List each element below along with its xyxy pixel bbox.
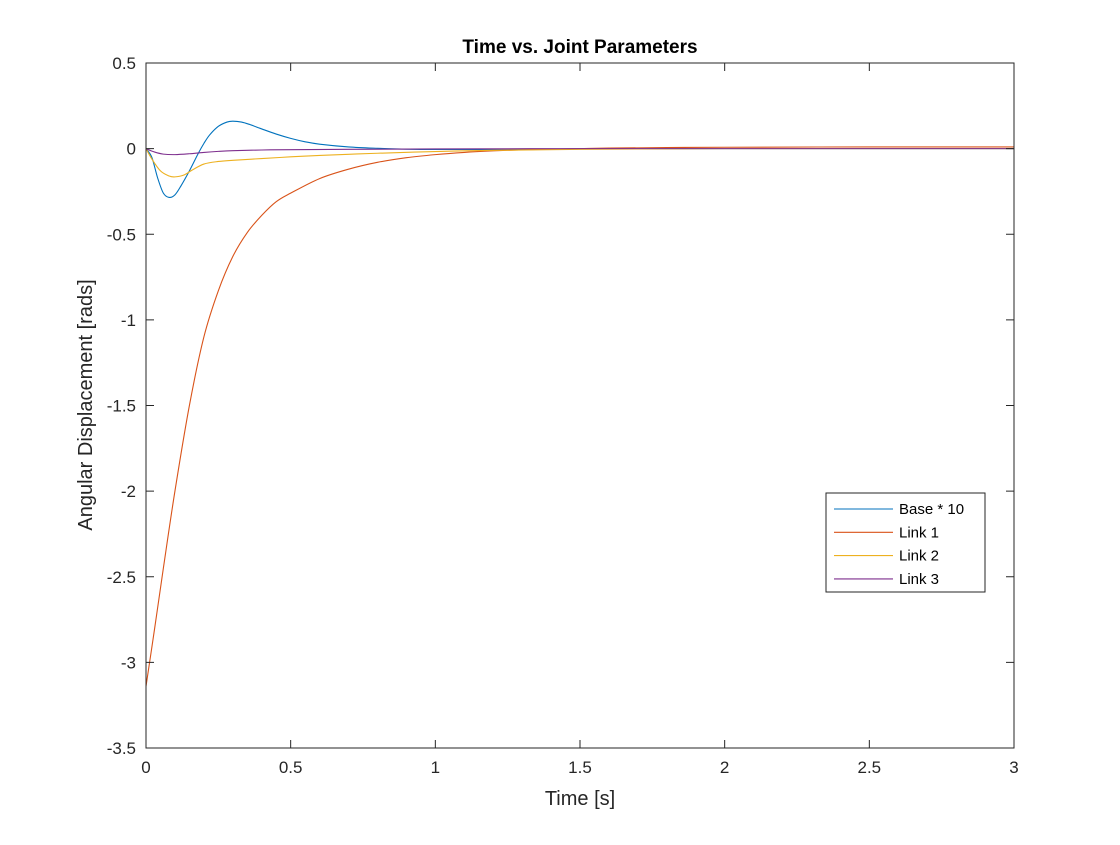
x-tick-label: 2	[720, 758, 729, 777]
legend: Base * 10 Link 1 Link 2 Link 3	[825, 492, 986, 593]
y-tick-label: -2	[121, 482, 136, 501]
y-tick-label: -2.5	[107, 568, 136, 587]
y-tick-label: -3.5	[107, 739, 136, 758]
series-line-4	[145, 148, 1014, 156]
x-tick-label: 3	[1009, 758, 1018, 777]
x-tick-label: 0	[141, 758, 150, 777]
series-line-1	[145, 120, 1014, 199]
y-tick-label: -0.5	[107, 225, 136, 244]
series-line-2	[145, 146, 1015, 687]
x-axis-label: Time [s]	[545, 788, 615, 810]
legend-entries: Base * 10 Link 1 Link 2 Link 3	[834, 501, 964, 588]
x-tick-label: 0.5	[279, 758, 303, 777]
series-layer	[145, 120, 1015, 687]
x-tick-label: 2.5	[858, 758, 882, 777]
ticks-layer: 0 0.5 1 1.5 2 2.5 3 0.5 0 -0.5 -1 -1.5 -2 -2.5 -3 -3.5	[107, 54, 1019, 777]
legend-label-4: Link 3	[899, 571, 939, 588]
x-tick-label: 1	[431, 758, 440, 777]
legend-label-2: Link 1	[899, 524, 939, 541]
x-tick-label: 1.5	[568, 758, 592, 777]
y-tick-label: -3	[121, 653, 136, 672]
y-tick-label: 0	[127, 140, 136, 159]
chart-title: Time vs. Joint Parameters	[462, 37, 697, 58]
y-tick-label: -1.5	[107, 397, 136, 416]
y-axis-label: Angular Displacement [rads]	[75, 279, 97, 530]
y-tick-label: 0.5	[112, 54, 136, 73]
legend-label-1: Base * 10	[899, 501, 964, 518]
y-tick-label: -1	[121, 311, 136, 330]
plot-frame	[145, 62, 1015, 749]
legend-label-3: Link 2	[899, 548, 939, 565]
series-line-3	[145, 148, 1014, 178]
